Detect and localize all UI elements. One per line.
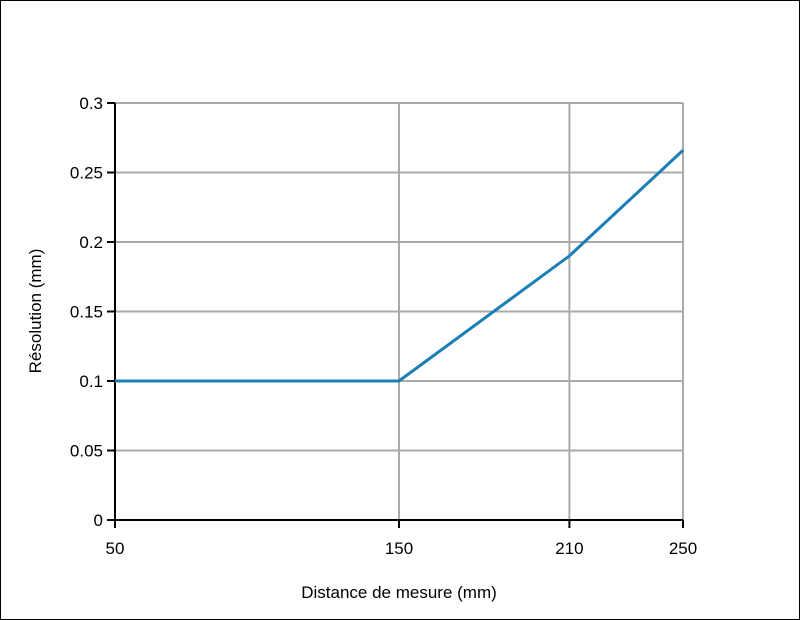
axes [107,102,684,528]
x-tick-label: 250 [669,539,697,558]
series-line [115,149,685,383]
y-tick-label: 0.25 [70,164,103,183]
y-tick-label: 0.3 [79,94,103,113]
y-tick-label: 0.2 [79,233,103,252]
y-axis-label: Résolution (mm) [26,249,45,374]
x-axis-label: Distance de mesure (mm) [301,583,497,602]
y-tick-label: 0.15 [70,303,103,322]
tick-labels: 0 0.05 0.1 0.15 0.2 0.25 0.3 50 150 210 250 [70,94,697,558]
x-tick-label: 50 [106,539,125,558]
x-tick-label: 210 [555,539,583,558]
grid [115,102,684,520]
y-tick-label: 0.1 [79,372,103,391]
series-lines [115,149,685,383]
y-tick-label: 0.05 [70,442,103,461]
x-tick-label: 150 [385,539,413,558]
y-tick-label: 0 [94,511,103,530]
